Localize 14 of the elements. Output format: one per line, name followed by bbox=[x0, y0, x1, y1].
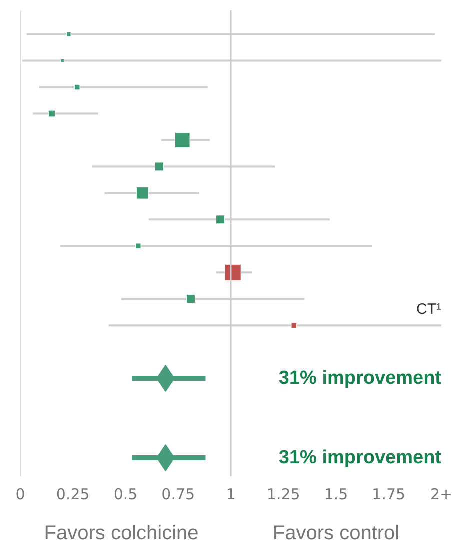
x-tick-label: 0.5 bbox=[114, 486, 138, 504]
x-tick-label: 0.75 bbox=[162, 486, 196, 504]
x-tick-label: 1 bbox=[226, 486, 236, 504]
x-tick-label: 0.25 bbox=[56, 486, 90, 504]
x-tick-label: 1.5 bbox=[324, 486, 348, 504]
text: Favors colchicine bbox=[44, 522, 199, 544]
x-tick-label: 1.75 bbox=[372, 486, 406, 504]
annotation: CT¹ bbox=[416, 301, 442, 318]
x-tick-label: 1.25 bbox=[266, 486, 300, 504]
annotation: 31% improvement bbox=[278, 447, 442, 468]
x-tick-label: 2+ bbox=[430, 486, 453, 504]
text: Favors control bbox=[272, 522, 400, 544]
x-tick-label: 0 bbox=[16, 486, 26, 504]
annotation: 31% improvement bbox=[278, 368, 442, 390]
